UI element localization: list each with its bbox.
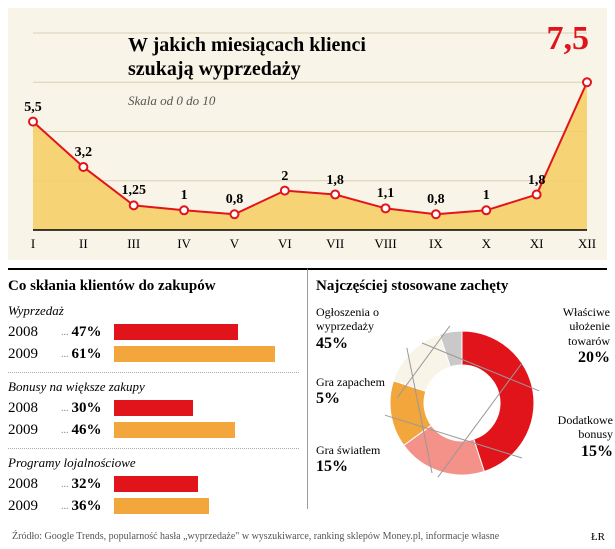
line-x-label: VI xyxy=(278,236,292,252)
bar-fill xyxy=(114,346,276,362)
line-chart: W jakich miesiącach klienci szukają wypr… xyxy=(8,8,607,260)
donut-slice-label: Ogłoszenia o wyprzedaży45% xyxy=(316,305,388,353)
bar-group-title: Programy lojalnościowe xyxy=(8,455,299,471)
bar-pct: 30% xyxy=(72,400,114,417)
bar-pct: 32% xyxy=(72,476,114,493)
signature: ŁR xyxy=(591,531,605,543)
bar-sep: ... xyxy=(61,327,69,338)
bar-year: 2009 xyxy=(8,498,58,515)
donut-svg xyxy=(372,313,552,493)
bar-track xyxy=(114,324,300,340)
bottom-panels: Co skłania klientów do zakupów Wyprzedaż… xyxy=(8,268,607,509)
bar-track xyxy=(114,498,300,514)
donut-label-pct: 20% xyxy=(538,348,610,367)
bar-track xyxy=(114,346,300,362)
line-point-label: 5,5 xyxy=(24,100,42,116)
donut-label-text: Właściwe ułożenie towarów xyxy=(563,305,610,348)
bar-row: 2009...46% xyxy=(8,420,299,440)
bar-year: 2008 xyxy=(8,324,58,341)
line-x-label: XII xyxy=(578,236,596,252)
donut-panel: Najczęściej stosowane zachęty Ogłoszenia… xyxy=(308,268,607,509)
bar-row: 2008...30% xyxy=(8,398,299,418)
bar-row: 2008...32% xyxy=(8,474,299,494)
bar-year: 2008 xyxy=(8,400,58,417)
bar-fill xyxy=(114,400,194,416)
infographic-container: W jakich miesiącach klienci szukają wypr… xyxy=(0,0,615,549)
bar-group: Bonusy na większe zakupy2008...30%2009..… xyxy=(8,379,299,440)
bar-panel: Co skłania klientów do zakupów Wyprzedaż… xyxy=(8,268,308,509)
line-point-label: 1,8 xyxy=(528,173,546,189)
bar-track xyxy=(114,476,300,492)
bar-pct: 61% xyxy=(72,346,114,363)
bar-sep: ... xyxy=(61,479,69,490)
bar-row: 2009...36% xyxy=(8,496,299,516)
bar-pct: 46% xyxy=(72,422,114,439)
bar-fill xyxy=(114,324,239,340)
donut-label-pct: 15% xyxy=(316,457,388,476)
donut-slice-label: Gra zapachem5% xyxy=(316,375,388,409)
bar-group-title: Bonusy na większe zakupy xyxy=(8,379,299,395)
line-x-label: XI xyxy=(530,236,544,252)
bar-sep: ... xyxy=(61,425,69,436)
donut-label-text: Gra światłem xyxy=(316,443,380,457)
bar-sep: ... xyxy=(61,403,69,414)
line-point-label: 0,8 xyxy=(427,192,445,208)
donut-wrap: Ogłoszenia o wyprzedaży45% Właściwe ułoże… xyxy=(316,303,607,503)
line-point-label: 1,25 xyxy=(121,183,146,199)
line-point-label: 1 xyxy=(181,188,188,204)
line-chart-subtitle: Skala od 0 do 10 xyxy=(128,93,215,109)
line-point-label: 1 xyxy=(483,188,490,204)
bar-fill xyxy=(114,476,199,492)
line-chart-peak-value: 7,5 xyxy=(547,20,590,58)
bar-sep: ... xyxy=(61,501,69,512)
line-x-label: IX xyxy=(429,236,443,252)
bar-row: 2009...61% xyxy=(8,344,299,364)
line-x-label: IV xyxy=(177,236,191,252)
line-x-label: X xyxy=(482,236,491,252)
bar-track xyxy=(114,400,300,416)
line-point-label: 1,8 xyxy=(326,173,344,189)
line-point-label: 1,1 xyxy=(377,186,395,202)
donut-label-text: Gra zapachem xyxy=(316,375,385,389)
donut-label-pct: 15% xyxy=(541,442,613,461)
bar-fill xyxy=(114,498,209,514)
bar-year: 2009 xyxy=(8,422,58,439)
bar-group: Wyprzedaż2008...47%2009...61% xyxy=(8,303,299,364)
bar-group-title: Wyprzedaż xyxy=(8,303,299,319)
bar-divider xyxy=(8,448,299,449)
bar-pct: 47% xyxy=(72,324,114,341)
bar-divider xyxy=(8,372,299,373)
donut-label-text: Dodatkowe bonusy xyxy=(558,413,613,441)
line-x-label: VII xyxy=(326,236,344,252)
bar-pct: 36% xyxy=(72,498,114,515)
bar-track xyxy=(114,422,300,438)
donut-label-pct: 5% xyxy=(316,389,388,408)
donut-panel-title: Najczęściej stosowane zachęty xyxy=(316,278,607,295)
line-point-label: 2 xyxy=(281,169,288,185)
source-text: Źródło: Google Trends, popularność hasła… xyxy=(12,531,585,543)
line-point-label: 0,8 xyxy=(226,192,244,208)
donut-slice-label: Właściwe ułożenie towarów20% xyxy=(538,305,610,367)
line-x-label: III xyxy=(127,236,140,252)
bar-year: 2008 xyxy=(8,476,58,493)
line-point-label: 3,2 xyxy=(75,145,93,161)
line-x-label: I xyxy=(31,236,35,252)
bar-row: 2008...47% xyxy=(8,322,299,342)
bar-group: Programy lojalnościowe2008...32%2009...3… xyxy=(8,455,299,516)
bar-sep: ... xyxy=(61,349,69,360)
line-x-label: V xyxy=(230,236,239,252)
bar-year: 2009 xyxy=(8,346,58,363)
line-x-label: II xyxy=(79,236,88,252)
bar-fill xyxy=(114,422,236,438)
line-chart-title: W jakich miesiącach klienci szukają wypr… xyxy=(128,33,428,81)
donut-label-text: Ogłoszenia o wyprzedaży xyxy=(316,305,379,333)
donut-slice-label: Gra światłem15% xyxy=(316,443,388,477)
donut-slice-label: Dodatkowe bonusy15% xyxy=(541,413,613,461)
donut-label-pct: 45% xyxy=(316,334,388,353)
bar-groups: Wyprzedaż2008...47%2009...61%Bonusy na w… xyxy=(8,303,299,516)
bar-panel-title: Co skłania klientów do zakupów xyxy=(8,278,299,295)
line-x-label: VIII xyxy=(374,236,396,252)
